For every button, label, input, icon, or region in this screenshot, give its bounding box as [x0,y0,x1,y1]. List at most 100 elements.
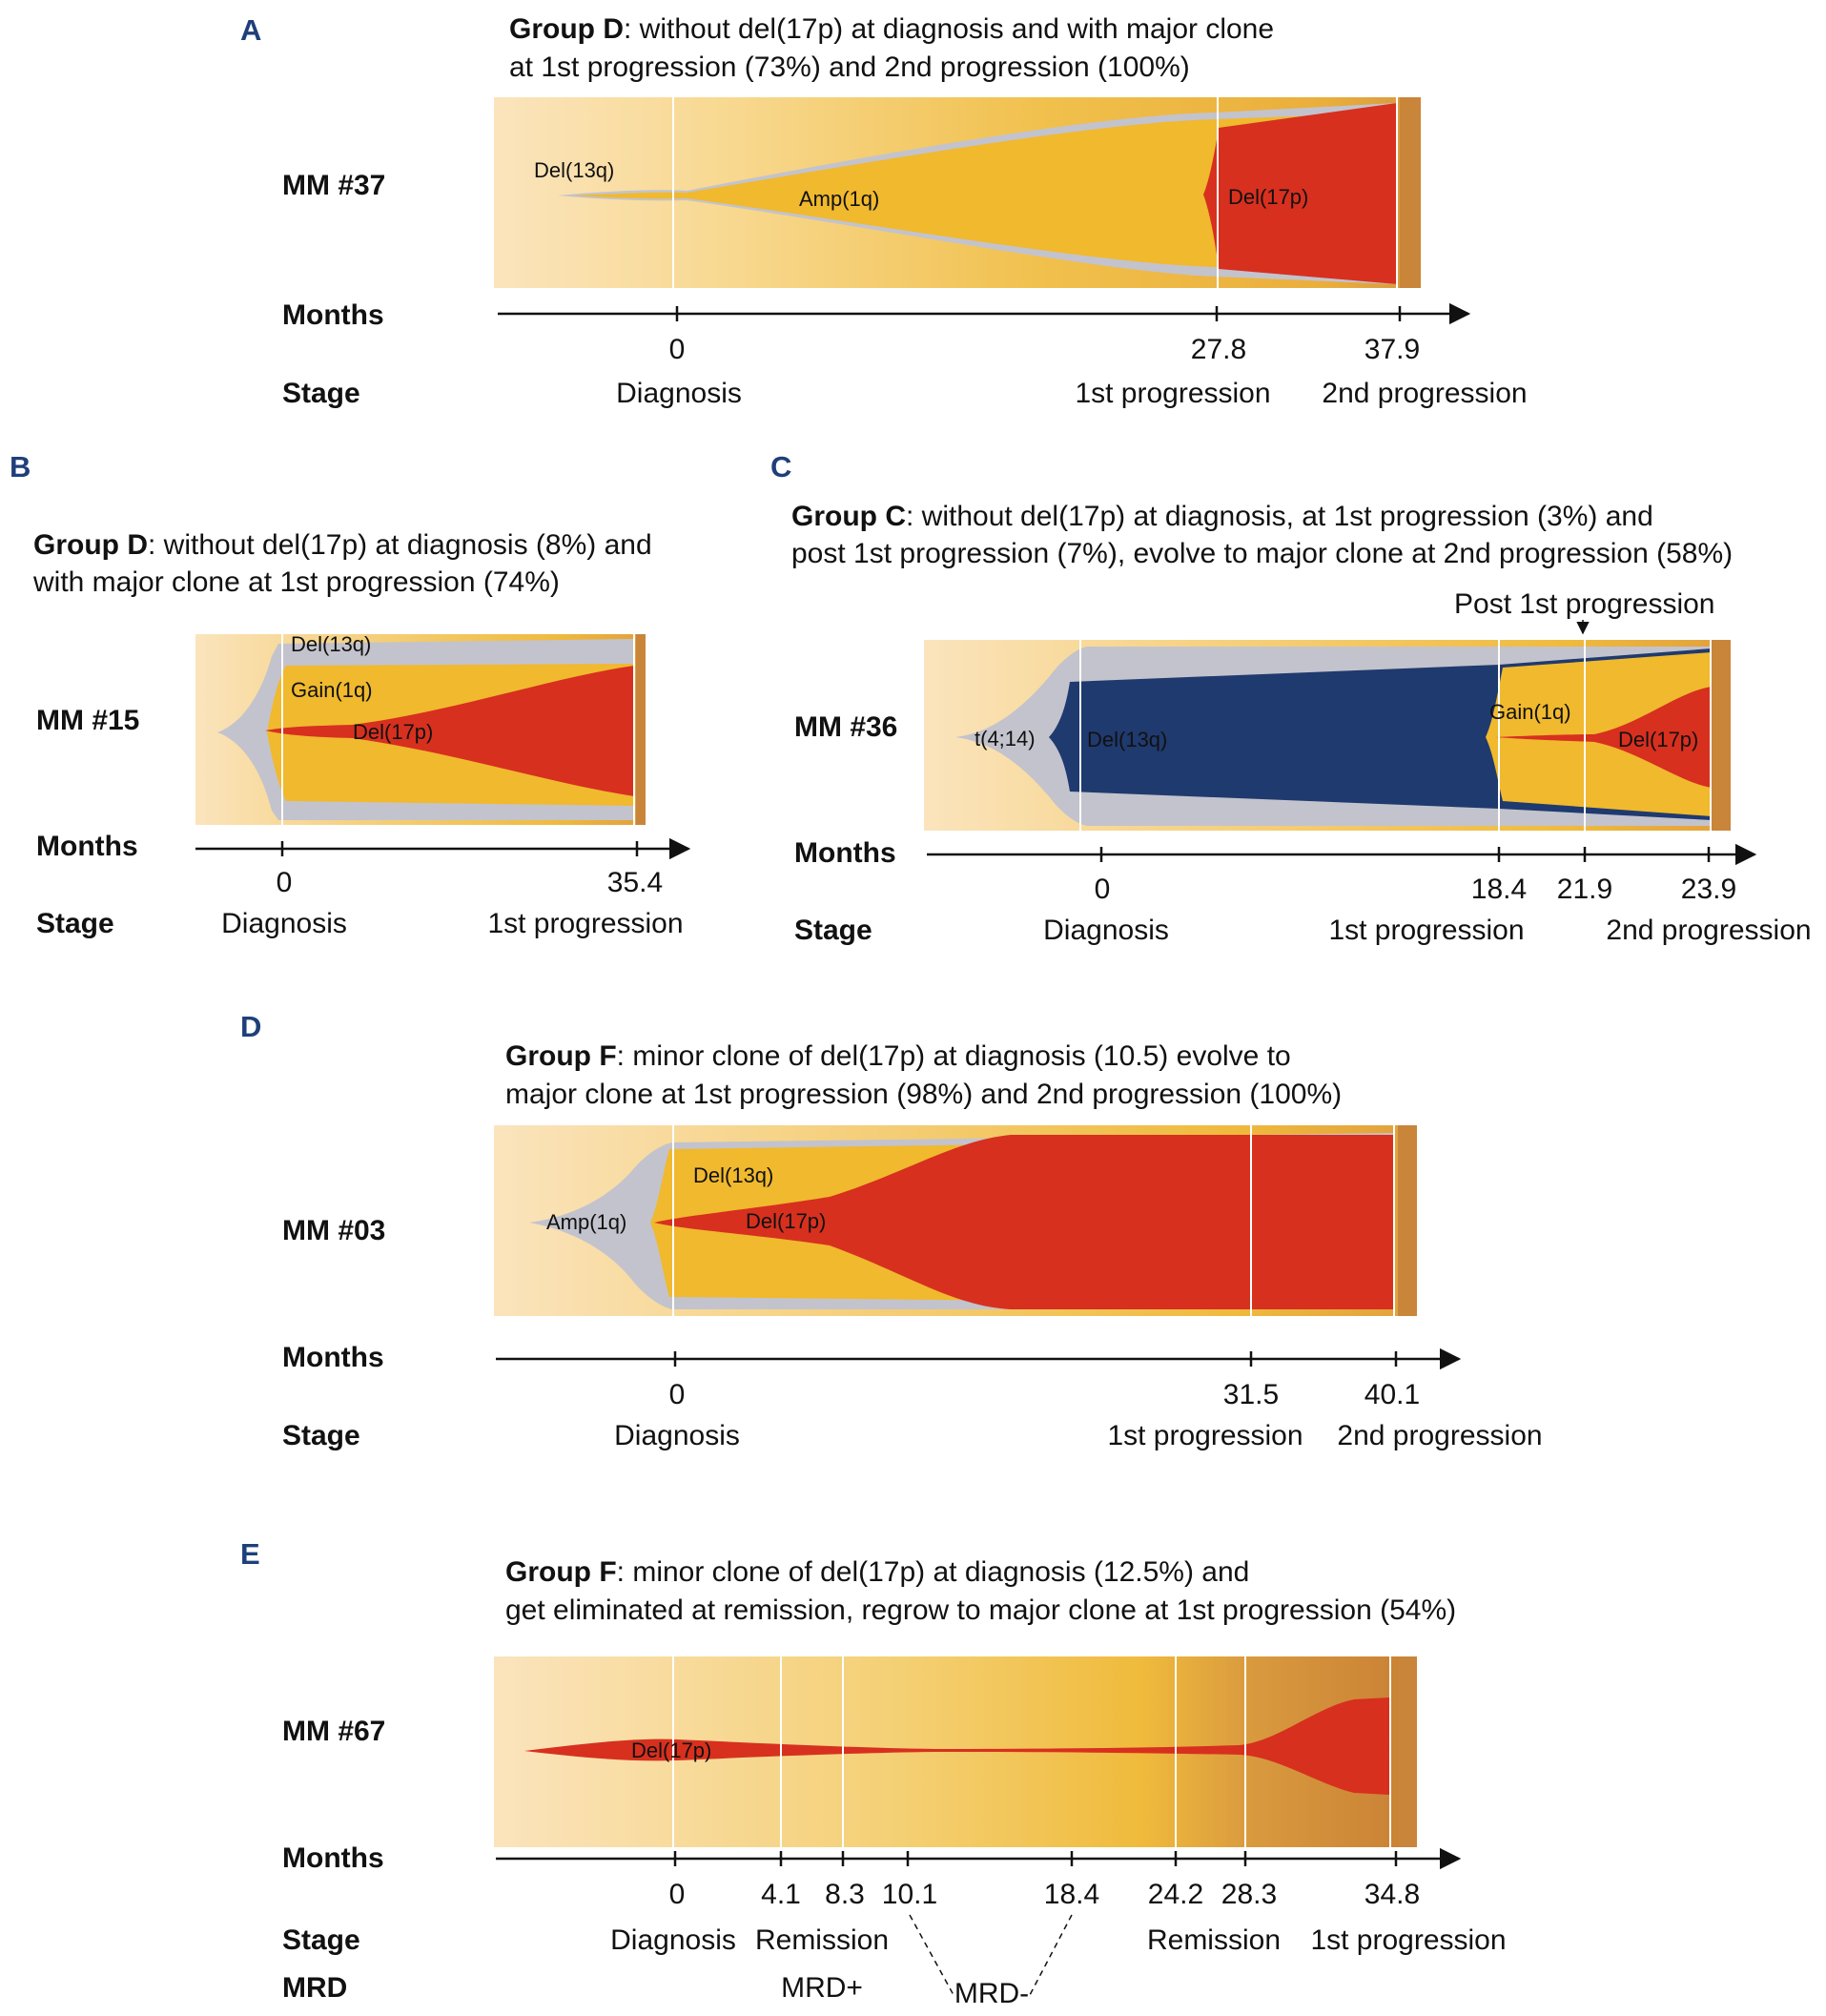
clone-del17p-e [524,1697,1389,1795]
tick-label-d-1: 31.5 [1223,1379,1279,1410]
tick-label-e-5: 24.2 [1148,1879,1203,1910]
stage-label-a: Stage [282,378,360,409]
panel-letter-d: D [240,1010,261,1043]
clone-label-c-t414: t(4;14) [975,727,1036,751]
panel-d-title-line2: major clone at 1st progression (98%) and… [505,1079,1342,1110]
panel-c-title-line1: Group C: without del(17p) at diagnosis, … [791,501,1653,532]
clone-label-d-del13q: Del(13q) [693,1163,773,1187]
panel-c: C Group C: without del(17p) at diagnosis… [770,450,1812,946]
mrd-e-1: MRD- [954,1978,1029,2009]
tick-label-b-1: 35.4 [607,867,663,898]
tick-label-a-1: 27.8 [1191,334,1246,365]
clone-del17p-b [265,666,634,796]
stage-a-0: Diagnosis [616,378,742,409]
panel-b: B Group D: without del(17p) at diagnosis… [10,450,691,939]
panel-letter-a: A [240,13,261,47]
tick-label-c-2: 21.9 [1557,874,1612,905]
tick-label-c-0: 0 [1095,874,1111,905]
panel-a-end-band [1400,97,1421,288]
panel-letter-e: E [240,1537,260,1571]
stage-label-b: Stage [36,908,114,939]
panel-e-title-line2: get eliminated at remission, regrow to m… [505,1594,1456,1626]
panel-d-title-line1: Group F: minor clone of del(17p) at diag… [505,1040,1291,1072]
tick-label-d-2: 40.1 [1364,1379,1420,1410]
stage-b-1: 1st progression [487,908,683,939]
panel-e: E Group F: minor clone of del(17p) at di… [240,1537,1507,2009]
panel-b-title-line2: with major clone at 1st progression (74%… [32,566,560,598]
tick-label-c-1: 18.4 [1471,874,1527,905]
clone-label-a-del17p: Del(17p) [1228,185,1308,209]
panel-c-end-band [1712,640,1731,831]
annotation-post-1st-progression: Post 1st progression [1454,588,1714,620]
stage-a-2: 2nd progression [1322,378,1527,409]
stage-d-2: 2nd progression [1337,1420,1542,1451]
months-label-e: Months [282,1842,384,1874]
stage-e-1: Remission [755,1924,889,1956]
clone-label-d-amp1q: Amp(1q) [546,1210,626,1234]
clone-label-b-del17p: Del(17p) [353,720,433,744]
stage-label-c: Stage [794,915,872,946]
clone-label-c-del13q: Del(13q) [1087,728,1167,751]
clone-label-d-del17p: Del(17p) [746,1209,826,1233]
stage-c-1: 1st progression [1328,915,1524,946]
panel-b-title-line1: Group D: without del(17p) at diagnosis (… [33,529,652,561]
panel-a: A Group D: without del(17p) at diagnosis… [240,13,1528,409]
clone-label-e-del17p: Del(17p) [631,1738,711,1762]
tick-label-b-0: 0 [277,867,293,898]
mrd-dashed-left [909,1914,954,1996]
panel-b-end-band [636,634,646,825]
months-label-d: Months [282,1342,384,1373]
tick-label-e-1: 4.1 [761,1879,801,1910]
stage-label-d: Stage [282,1420,360,1451]
clone-del17p-c [1495,687,1712,788]
stage-c-2: 2nd progression [1606,915,1811,946]
stage-e-0: Diagnosis [610,1924,736,1956]
tick-label-d-0: 0 [669,1379,686,1410]
clone-del17p-a [1203,103,1397,284]
clone-label-a-amp1q: Amp(1q) [799,187,879,211]
panel-letter-c: C [770,450,791,483]
tick-label-e-3: 10.1 [882,1879,937,1910]
stage-c-0: Diagnosis [1043,915,1169,946]
stage-d-1: 1st progression [1107,1420,1303,1451]
stage-b-0: Diagnosis [221,908,347,939]
tick-label-a-2: 37.9 [1364,334,1420,365]
tick-label-e-0: 0 [669,1879,686,1910]
stage-label-e: Stage [282,1924,360,1956]
patient-label-e: MM #67 [282,1716,385,1747]
patient-label-a: MM #37 [282,170,385,201]
patient-label-c: MM #36 [794,711,897,743]
patient-label-d: MM #03 [282,1215,385,1246]
clone-label-b-del13q: Del(13q) [291,632,371,656]
stage-e-3: 1st progression [1310,1924,1506,1956]
clone-label-c-gain1q: Gain(1q) [1489,700,1571,724]
clone-amp1q-a [572,113,1397,277]
months-label-b: Months [36,831,138,862]
clone-label-b-gain1q: Gain(1q) [291,678,373,702]
panel-d: D Group F: minor clone of del(17p) at di… [240,1010,1543,1451]
tick-label-e-4: 18.4 [1044,1879,1099,1910]
mrd-dashed-right [1029,1914,1073,1996]
clone-label-a-del13q: Del(13q) [534,158,614,182]
tick-label-a-0: 0 [669,334,686,365]
tick-label-e-7: 34.8 [1364,1879,1420,1910]
mrd-e-0: MRD+ [781,1972,863,2004]
panel-d-end-band [1398,1125,1417,1316]
clone-del13q-c [1049,665,1499,809]
panel-c-title-line2: post 1st progression (7%), evolve to maj… [791,538,1733,569]
tick-label-e-2: 8.3 [825,1879,865,1910]
stage-a-1: 1st progression [1075,378,1270,409]
tick-label-c-3: 23.9 [1681,874,1736,905]
months-label-c: Months [794,837,896,869]
clone-del17p-d [654,1135,1394,1309]
stage-d-0: Diagnosis [614,1420,740,1451]
panel-e-end-band [1398,1656,1417,1847]
panel-a-title-line1: Group D: without del(17p) at diagnosis a… [509,13,1274,45]
panel-a-title-line2: at 1st progression (73%) and 2nd progres… [509,51,1190,83]
patient-label-b: MM #15 [36,705,139,736]
panel-letter-b: B [10,450,31,483]
stage-e-2: Remission [1147,1924,1281,1956]
months-label-a: Months [282,299,384,331]
panel-e-title-line1: Group F: minor clone of del(17p) at diag… [505,1556,1249,1588]
